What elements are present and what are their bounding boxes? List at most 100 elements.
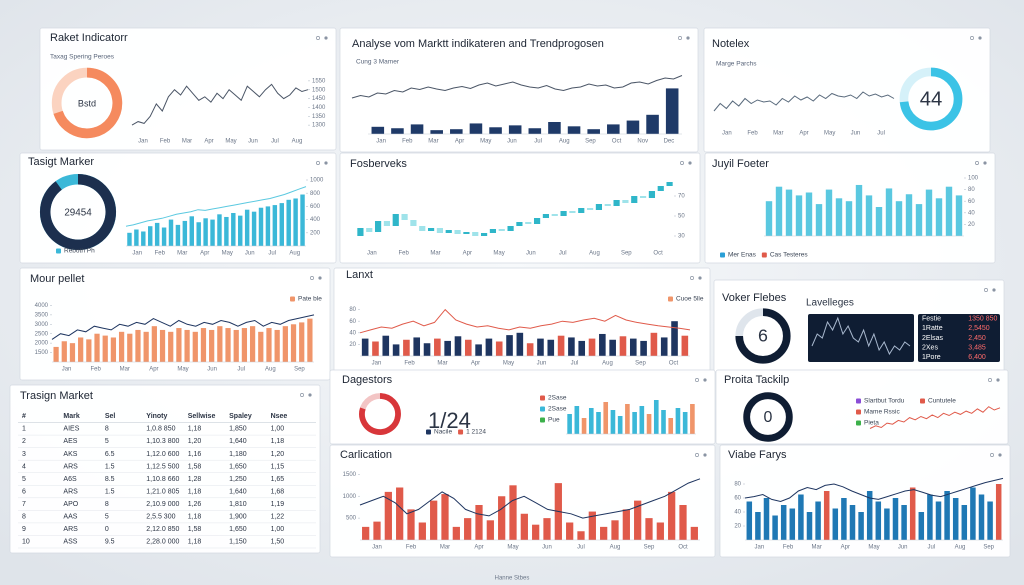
menu-icon bbox=[996, 378, 1000, 382]
table-header: Nsee bbox=[271, 413, 288, 420]
bar bbox=[382, 335, 390, 356]
x-tick-label: Feb bbox=[90, 367, 101, 373]
candle bbox=[657, 186, 664, 191]
bar bbox=[987, 501, 993, 540]
bar bbox=[384, 491, 392, 540]
table-cell: APO bbox=[63, 501, 78, 508]
bar bbox=[94, 333, 100, 362]
legend-swatch bbox=[668, 296, 673, 302]
x-tick-label: May bbox=[225, 139, 236, 145]
bar bbox=[392, 344, 400, 356]
table-cell: 1,900 bbox=[229, 513, 247, 520]
bar bbox=[526, 343, 534, 356]
panel-title: Raket Indicatorr bbox=[50, 32, 128, 44]
table-cell: 9.5 bbox=[105, 539, 115, 546]
y-tick-label: 1300 bbox=[312, 123, 326, 129]
table-cell: 1,10.8 660 bbox=[146, 476, 179, 483]
settings-icon bbox=[695, 378, 699, 382]
candle bbox=[604, 204, 611, 206]
table-cell: 1,15 bbox=[271, 463, 285, 470]
legend-swatch bbox=[720, 252, 725, 258]
bar bbox=[293, 198, 298, 246]
y-tick-label: 70 bbox=[678, 194, 685, 200]
x-tick-label: Apr bbox=[474, 545, 483, 551]
bar bbox=[855, 184, 863, 236]
legend-label: Reboth Ph bbox=[64, 248, 95, 255]
bar bbox=[485, 338, 493, 356]
bar bbox=[823, 491, 830, 540]
settings-icon bbox=[690, 276, 694, 280]
panel bbox=[9, 384, 321, 554]
bar bbox=[970, 487, 976, 540]
candle bbox=[586, 208, 594, 210]
candle bbox=[498, 229, 505, 231]
table-cell: 1350 850 bbox=[968, 316, 997, 323]
legend-swatch bbox=[56, 248, 61, 254]
bar bbox=[168, 331, 174, 362]
bar bbox=[645, 518, 653, 540]
candle bbox=[542, 214, 550, 218]
x-tick-label: Jan bbox=[722, 131, 732, 137]
table-cell: 1,12.0 600 bbox=[146, 451, 179, 458]
y-tick-label: 3000 bbox=[35, 322, 49, 328]
x-tick-label: May bbox=[507, 545, 518, 551]
settings-icon bbox=[316, 36, 320, 40]
bar bbox=[639, 406, 645, 434]
bar bbox=[995, 484, 1002, 540]
bar bbox=[154, 222, 160, 246]
bar bbox=[596, 412, 601, 434]
bar bbox=[690, 526, 698, 540]
x-tick-label: Aug bbox=[589, 251, 600, 257]
x-tick-label: Jul bbox=[271, 139, 279, 145]
menu-icon bbox=[686, 36, 690, 40]
bar bbox=[866, 491, 873, 540]
panel-title: Notelex bbox=[712, 38, 750, 50]
bar bbox=[244, 209, 250, 246]
panel-title: Proita Tackilp bbox=[724, 374, 789, 386]
x-tick-label: Apr bbox=[149, 367, 158, 373]
table-cell: 1,00 bbox=[271, 426, 285, 433]
panel bbox=[329, 444, 716, 558]
bar bbox=[875, 501, 882, 540]
candle bbox=[595, 204, 603, 210]
settings-icon bbox=[678, 36, 682, 40]
bar bbox=[307, 318, 313, 362]
table-cell: 10 bbox=[22, 539, 30, 546]
bar bbox=[668, 418, 674, 434]
x-tick-label: Apr bbox=[463, 251, 472, 257]
y-tick-label: 800 bbox=[310, 191, 321, 197]
settings-icon bbox=[695, 453, 699, 457]
x-tick-label: Nov bbox=[637, 139, 648, 145]
x-tick-label: Mar bbox=[773, 131, 783, 137]
bar bbox=[785, 189, 793, 236]
x-tick-label: Mar bbox=[182, 139, 192, 145]
donut-value: 0 bbox=[764, 409, 773, 426]
panel bbox=[339, 27, 699, 153]
bar bbox=[69, 343, 76, 362]
bar bbox=[661, 410, 666, 434]
x-tick-label: Aug bbox=[559, 139, 570, 145]
bar bbox=[475, 505, 483, 540]
table-cell: 8 bbox=[105, 501, 109, 508]
table-cell: 1,150 bbox=[229, 539, 247, 546]
bar bbox=[609, 339, 616, 356]
x-tick-label: Sep bbox=[644, 545, 655, 551]
y-tick-label: 60 bbox=[734, 496, 741, 502]
bar bbox=[567, 126, 581, 134]
candle bbox=[480, 233, 488, 236]
table-cell: Festie bbox=[922, 316, 941, 323]
bar bbox=[772, 515, 778, 540]
bar bbox=[161, 227, 167, 246]
bar bbox=[362, 526, 370, 540]
table-cell: 1,650 bbox=[229, 526, 247, 533]
table-cell: 1,850 bbox=[229, 426, 247, 433]
legend-swatch bbox=[761, 252, 767, 258]
legend-swatch bbox=[856, 398, 861, 404]
y-tick-label: 30 bbox=[678, 234, 685, 240]
bar bbox=[265, 206, 271, 246]
x-tick-label: Jul bbox=[571, 361, 579, 367]
bar bbox=[441, 494, 449, 540]
table-cell: 1,18 bbox=[188, 426, 202, 433]
legend-label: Slartbut Tordu bbox=[864, 398, 905, 405]
x-tick-label: Aug bbox=[289, 251, 300, 257]
